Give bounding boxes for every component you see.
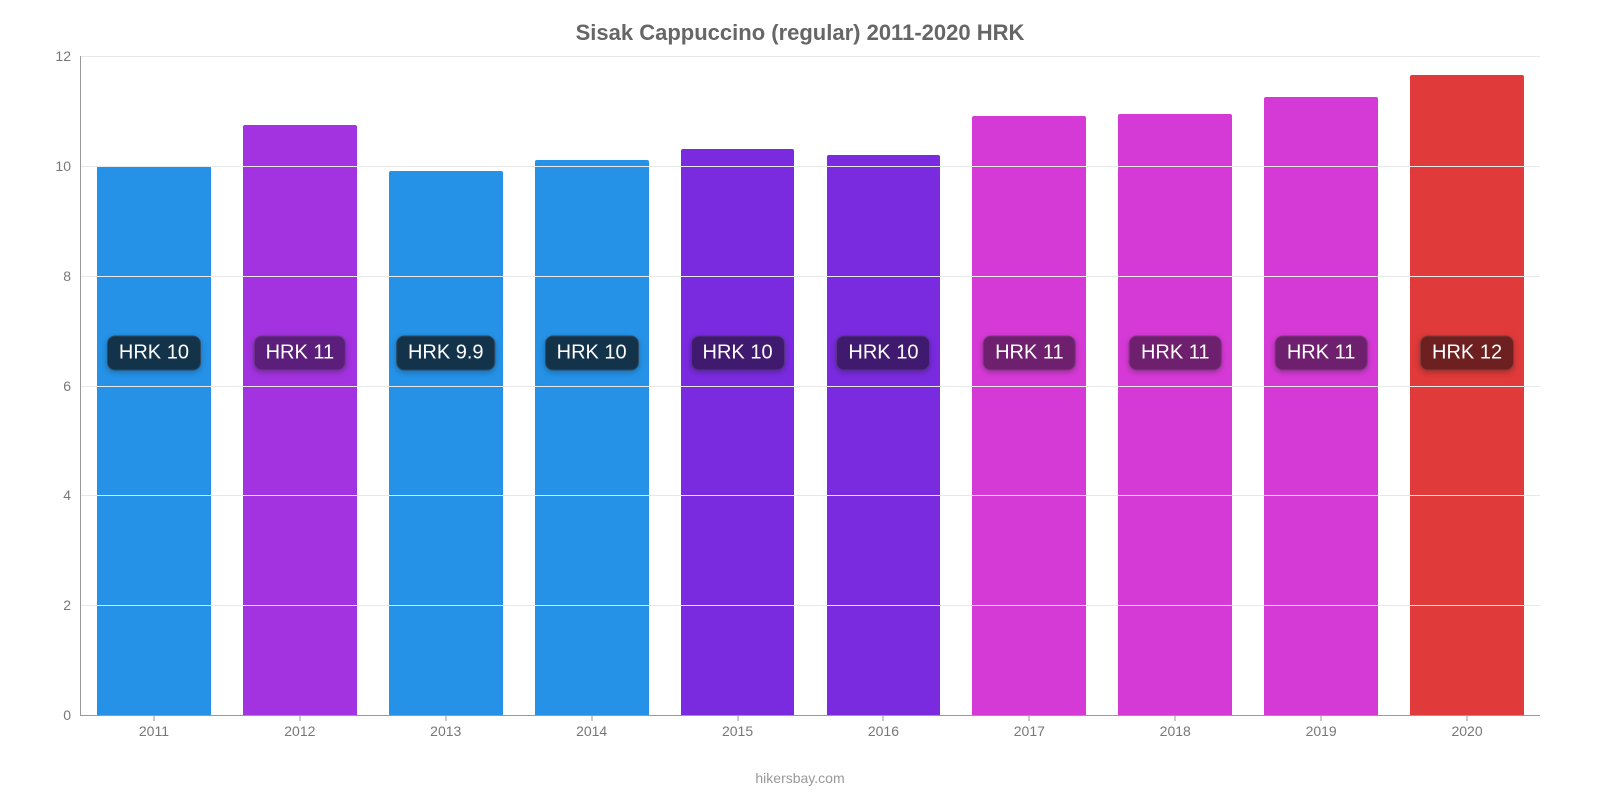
grid-line [81, 386, 1540, 387]
bar [1264, 97, 1378, 715]
bar-value-label: HRK 10 [107, 335, 201, 370]
plot-area: HRK 10 HRK 11 HRK 9.9 HRK 10 HRK 10 HRK 10 HRK… [80, 56, 1540, 716]
x-tick-label: 2011 [139, 723, 169, 739]
x-tick [1467, 715, 1468, 721]
y-tick-label: 4 [41, 487, 71, 503]
x-tick-label: 2020 [1451, 723, 1482, 739]
y-tick-label: 0 [41, 707, 71, 723]
x-tick-label: 2016 [868, 723, 899, 739]
y-tick-label: 10 [41, 158, 71, 174]
x-tick [737, 715, 738, 721]
bar-value-label: HRK 9.9 [396, 335, 496, 370]
chart-footer: hikersbay.com [0, 770, 1600, 786]
x-tick [299, 715, 300, 721]
x-tick [1175, 715, 1176, 721]
bar-value-label: HRK 11 [983, 335, 1076, 370]
grid-line [81, 166, 1540, 167]
bar-value-label: HRK 11 [1129, 335, 1222, 370]
grid-line [81, 276, 1540, 277]
bar-value-label: HRK 12 [1420, 335, 1514, 370]
y-tick-label: 12 [41, 48, 71, 64]
y-tick-label: 2 [41, 597, 71, 613]
bar-value-label: HRK 11 [254, 335, 347, 370]
grid-line [81, 56, 1540, 57]
x-tick [1029, 715, 1030, 721]
x-tick-label: 2017 [1014, 723, 1045, 739]
chart-title: Sisak Cappuccino (regular) 2011-2020 HRK [30, 20, 1570, 46]
x-tick-label: 2014 [576, 723, 607, 739]
bar-value-label: HRK 10 [545, 335, 639, 370]
bar [389, 171, 503, 715]
x-tick-label: 2012 [284, 723, 315, 739]
bar-value-label: HRK 10 [836, 335, 930, 370]
bar [535, 160, 649, 715]
x-tick-label: 2019 [1306, 723, 1337, 739]
bar [972, 116, 1086, 715]
bar-value-label: HRK 11 [1275, 335, 1368, 370]
bar-value-label: HRK 10 [691, 335, 785, 370]
x-tick-label: 2015 [722, 723, 753, 739]
bar [243, 125, 357, 715]
y-tick-label: 6 [41, 378, 71, 394]
bar [1410, 75, 1524, 715]
bar [681, 149, 795, 715]
x-tick [153, 715, 154, 721]
bar [1118, 114, 1232, 715]
grid-line [81, 495, 1540, 496]
x-tick [591, 715, 592, 721]
y-tick-label: 8 [41, 268, 71, 284]
x-tick [883, 715, 884, 721]
x-tick-label: 2018 [1160, 723, 1191, 739]
chart-container: Sisak Cappuccino (regular) 2011-2020 HRK… [0, 0, 1600, 800]
bar [827, 155, 941, 715]
x-tick [1321, 715, 1322, 721]
bar [97, 166, 211, 715]
grid-line [81, 605, 1540, 606]
x-tick-label: 2013 [430, 723, 461, 739]
x-tick [445, 715, 446, 721]
